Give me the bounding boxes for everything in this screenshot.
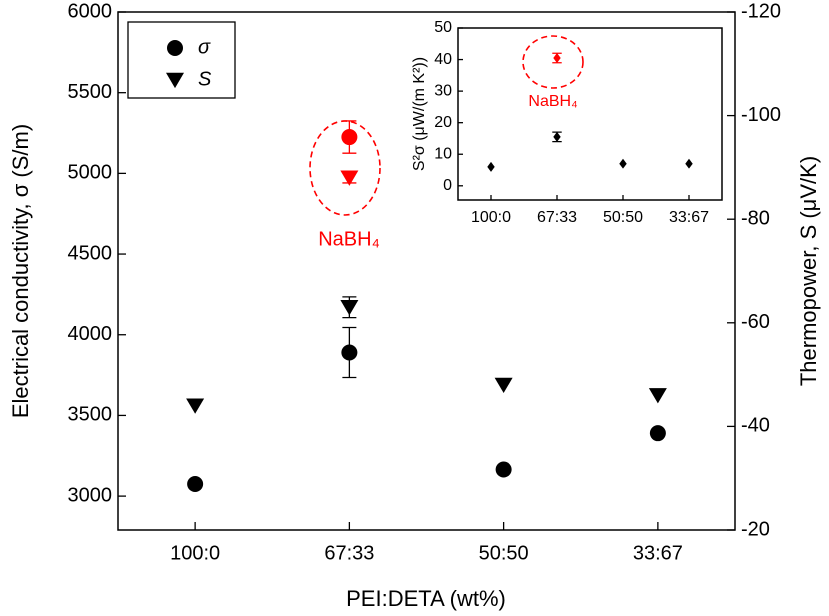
y-tick-label: 3000 — [68, 484, 113, 506]
plot-frame — [457, 27, 723, 201]
y-tick-label: 50 — [434, 19, 452, 36]
y2-tick-label: -100 — [741, 104, 781, 126]
point — [553, 131, 561, 142]
x-tick-label: 67:33 — [324, 542, 374, 564]
y-tick-label: 5500 — [68, 81, 113, 103]
x-tick-label: 67:33 — [537, 209, 577, 226]
point — [187, 476, 204, 493]
y-tick-label: 4500 — [68, 242, 113, 264]
point — [685, 158, 693, 169]
legend-marker — [166, 72, 184, 89]
point — [495, 461, 512, 478]
x-tick-label: 50:50 — [479, 542, 529, 564]
y-axis-title: S²σ (μW/(m K²)) — [411, 57, 428, 171]
point — [341, 344, 358, 361]
y2-tick-label: -60 — [741, 311, 770, 333]
y-tick-label: 5000 — [68, 162, 113, 184]
point — [619, 158, 627, 169]
legend-box — [127, 21, 236, 99]
point — [341, 129, 358, 146]
highlight-ring — [522, 35, 584, 89]
y2-tick-label: -120 — [741, 0, 781, 22]
point — [649, 425, 666, 442]
y2-tick-label: -80 — [741, 207, 770, 229]
point — [487, 161, 495, 172]
y-tick-label: 20 — [434, 114, 452, 131]
highlight-label: NaBH₄ — [318, 228, 380, 250]
y2-axis-title: Thermopower, S (μV/K) — [796, 156, 821, 386]
x-tick-label: 33:67 — [633, 542, 683, 564]
point — [186, 398, 205, 414]
y-tick-label: 30 — [434, 82, 452, 99]
x-axis-title: PEI:DETA (wt%) — [346, 586, 506, 611]
y2-tick-label: -20 — [741, 518, 770, 540]
highlight-label: NaBH₄ — [528, 93, 577, 110]
point — [494, 377, 513, 394]
x-tick-label: 50:50 — [603, 209, 643, 226]
point — [553, 53, 561, 63]
x-tick-label: 100:0 — [170, 542, 220, 564]
y-tick-label: 3500 — [68, 404, 113, 426]
y-tick-label: 0 — [443, 177, 452, 194]
legend-marker — [167, 40, 183, 56]
point — [648, 388, 667, 404]
y-tick-label: 40 — [434, 51, 452, 68]
x-tick-label: 100:0 — [471, 209, 511, 226]
y-axis-title: Electrical conductivity, σ (S/m) — [8, 124, 33, 418]
highlight-ring — [309, 120, 381, 216]
y2-tick-label: -40 — [741, 415, 770, 437]
point — [340, 170, 359, 186]
legend-label: S — [198, 68, 212, 90]
x-tick-label: 33:67 — [669, 209, 709, 226]
y-tick-label: 4000 — [68, 323, 113, 345]
point — [340, 300, 359, 316]
y-tick-label: 6000 — [68, 0, 113, 22]
legend-label: σ — [198, 36, 211, 58]
y-tick-label: 10 — [434, 145, 452, 162]
